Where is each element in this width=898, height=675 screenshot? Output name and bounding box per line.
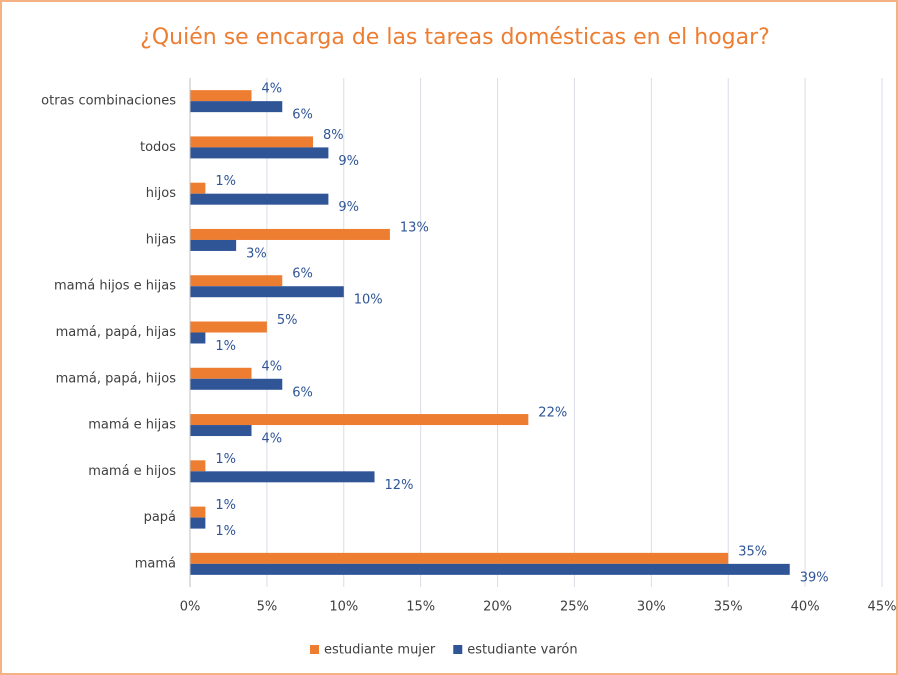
y-tick-label: hijas <box>146 232 176 247</box>
y-tick-label: otras combinaciones <box>41 94 176 109</box>
legend-label: estudiante varón <box>467 643 577 658</box>
bar <box>190 471 375 483</box>
data-label: 10% <box>354 293 383 308</box>
x-tick-label: 0% <box>180 600 201 615</box>
legend-label: estudiante mujer <box>324 643 436 658</box>
data-label: 4% <box>262 359 283 374</box>
data-label: 6% <box>292 108 313 123</box>
bar <box>190 239 237 251</box>
bar <box>190 182 206 194</box>
y-tick-label: mamá, papá, hijos <box>56 371 177 386</box>
data-label: 9% <box>338 154 359 169</box>
data-label: 5% <box>277 313 298 328</box>
y-tick-label: todos <box>140 140 176 155</box>
x-tick-label: 30% <box>637 600 666 615</box>
chart-title: ¿Quién se encarga de las tareas doméstic… <box>140 25 770 50</box>
y-tick-label: mamá e hijas <box>88 418 176 433</box>
data-label: 4% <box>262 82 283 97</box>
data-label: 3% <box>246 246 267 261</box>
bar <box>190 147 329 159</box>
y-tick-label: hijos <box>146 186 176 201</box>
legend-swatch <box>453 645 463 654</box>
bar <box>190 228 390 240</box>
data-label: 1% <box>215 174 236 189</box>
bar <box>190 414 529 426</box>
data-label: 35% <box>738 544 767 559</box>
data-label: 6% <box>292 267 313 282</box>
x-tick-label: 25% <box>560 600 589 615</box>
bar <box>190 552 729 564</box>
bar <box>190 321 267 333</box>
data-label: 22% <box>538 406 567 421</box>
bar <box>190 425 252 437</box>
x-tick-label: 35% <box>714 600 743 615</box>
x-tick-label: 45% <box>868 600 897 615</box>
y-tick-label: mamá e hijos <box>88 464 176 479</box>
bar <box>190 332 206 344</box>
legend-swatch <box>310 645 319 654</box>
data-label: 6% <box>292 385 313 400</box>
y-tick-label: mamá, papá, hijas <box>56 325 177 340</box>
bar <box>190 378 283 390</box>
bar <box>190 367 252 379</box>
data-label: 1% <box>215 498 236 513</box>
x-tick-label: 5% <box>257 600 278 615</box>
data-label: 4% <box>262 432 283 447</box>
bar <box>190 90 252 102</box>
x-tick-label: 15% <box>406 600 435 615</box>
data-label: 12% <box>385 478 414 493</box>
data-label: 8% <box>323 128 344 143</box>
data-label: 39% <box>800 570 829 585</box>
bar <box>190 286 344 298</box>
bar <box>190 506 206 518</box>
x-tick-label: 10% <box>329 600 358 615</box>
data-label: 13% <box>400 220 429 235</box>
y-tick-label: mamá hijos e hijas <box>54 279 176 294</box>
bar <box>190 193 329 205</box>
data-label: 1% <box>215 339 236 354</box>
x-tick-label: 20% <box>483 600 512 615</box>
bar <box>190 136 314 148</box>
bar <box>190 563 790 575</box>
x-tick-label: 40% <box>791 600 820 615</box>
bar <box>190 101 283 113</box>
data-label: 1% <box>215 524 236 539</box>
bar <box>190 460 206 472</box>
y-tick-label: papá <box>144 510 176 525</box>
bar <box>190 275 283 287</box>
data-label: 1% <box>215 452 236 467</box>
bar <box>190 517 206 529</box>
y-tick-label: mamá <box>135 556 176 571</box>
data-label: 9% <box>338 200 359 215</box>
